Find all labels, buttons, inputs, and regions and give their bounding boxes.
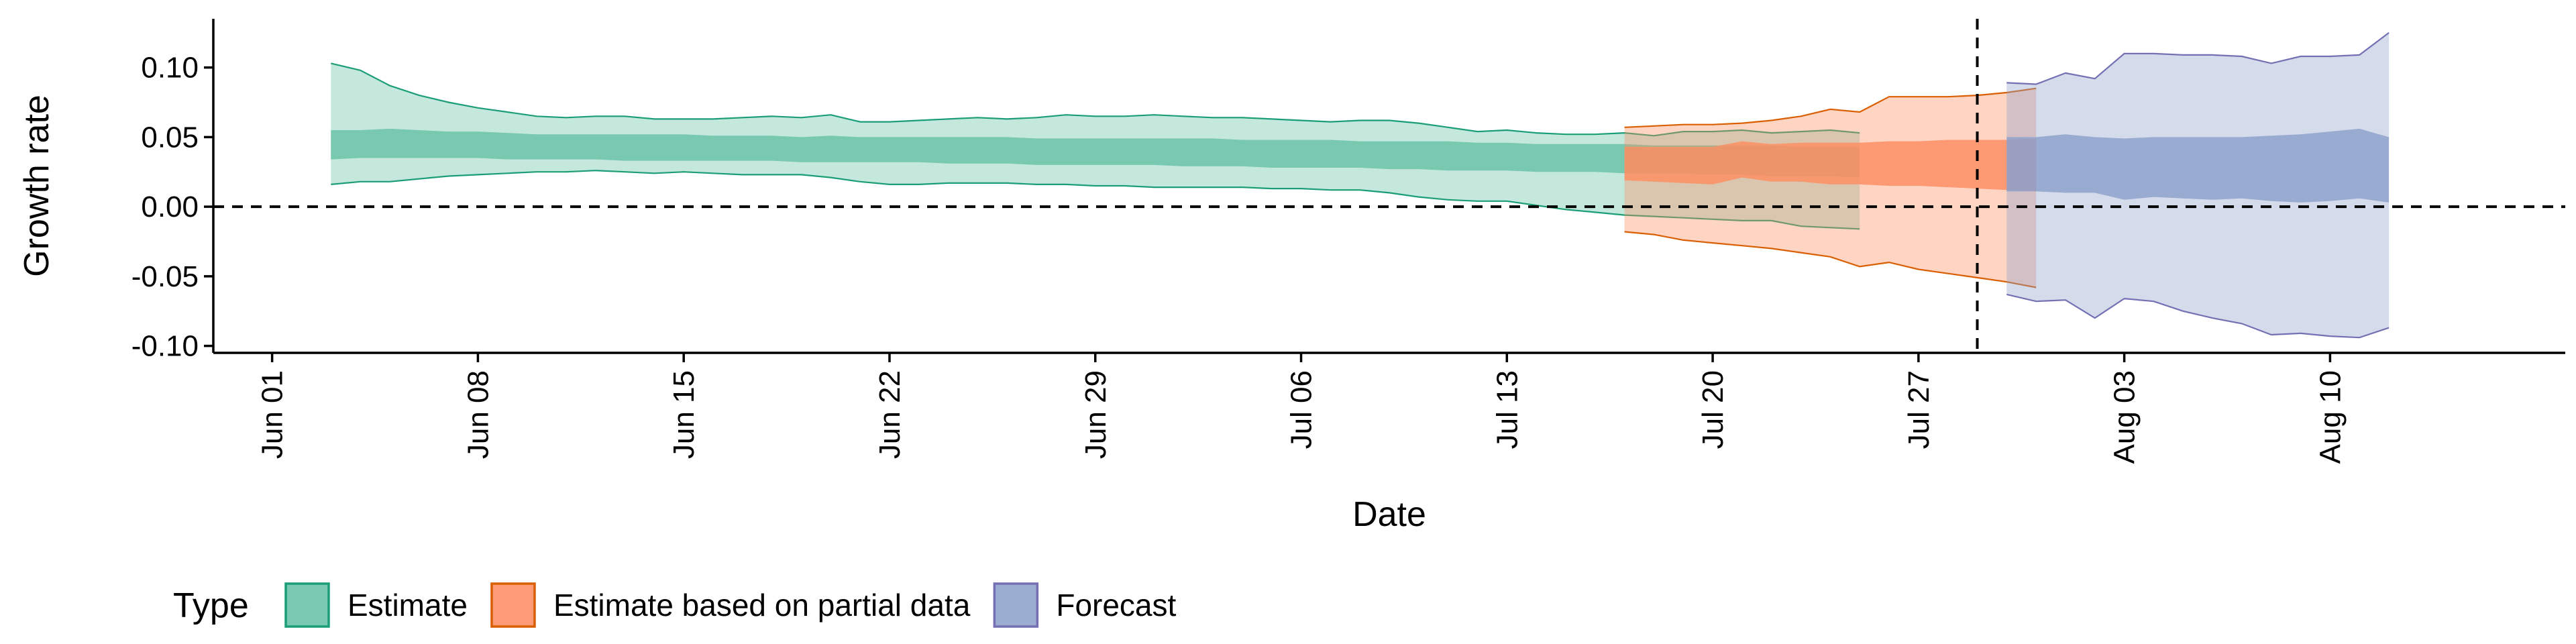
y-tick-label: 0.10 — [141, 52, 199, 85]
x-tick-label: Aug 10 — [2314, 370, 2347, 464]
legend-key-1 — [490, 582, 536, 628]
x-tick-label: Jul 20 — [1697, 370, 1729, 449]
x-tick-label: Aug 03 — [2108, 370, 2141, 464]
y-tick-label: 0.05 — [141, 121, 199, 154]
y-axis-title: Growth rate — [17, 95, 56, 277]
x-tick-label: Jul 13 — [1491, 370, 1523, 449]
x-tick-label: Jul 27 — [1902, 370, 1935, 449]
band-lower-line-2 — [2006, 293, 2390, 339]
y-tick-label: 0.00 — [141, 191, 199, 223]
legend-key-0 — [284, 582, 330, 628]
axes: -0.10 -0.05 0.00 0.05 0.10 Jun 01 Jun 08 Jun 15… — [131, 19, 2565, 464]
legend-label-0: Estimate — [347, 588, 468, 623]
band-upper-line-0 — [331, 62, 1860, 137]
legend-key-2 — [993, 582, 1039, 628]
x-tick-label: Jun 08 — [462, 370, 494, 459]
legend-title: Type — [173, 586, 249, 625]
band-inner-0 — [331, 128, 1860, 178]
x-tick-label: Jun 15 — [667, 370, 700, 459]
band-outer-1 — [1624, 88, 2037, 288]
y-tick-label: -0.05 — [131, 260, 199, 293]
band-upper-line-1 — [1624, 87, 2037, 128]
y-tick-label: -0.10 — [131, 330, 199, 363]
x-axis-title: Date — [1352, 495, 1426, 534]
band-inner-1 — [1624, 138, 2037, 192]
legend: Type Estimate Estimate based on partial d… — [173, 582, 1177, 628]
band-lower-line-1 — [1624, 231, 2037, 288]
band-lower-line-0 — [331, 170, 1860, 230]
plot-area — [213, 19, 2565, 353]
x-tick-label: Jun 29 — [1079, 370, 1112, 459]
x-tick-label: Jun 01 — [256, 370, 289, 459]
legend-label-2: Forecast — [1056, 588, 1176, 623]
x-tick-label: Jul 06 — [1285, 370, 1318, 449]
x-tick-label: Jun 22 — [873, 370, 906, 459]
band-upper-line-2 — [2006, 32, 2390, 85]
band-inner-2 — [2006, 128, 2390, 203]
legend-label-1: Estimate based on partial data — [553, 588, 971, 623]
